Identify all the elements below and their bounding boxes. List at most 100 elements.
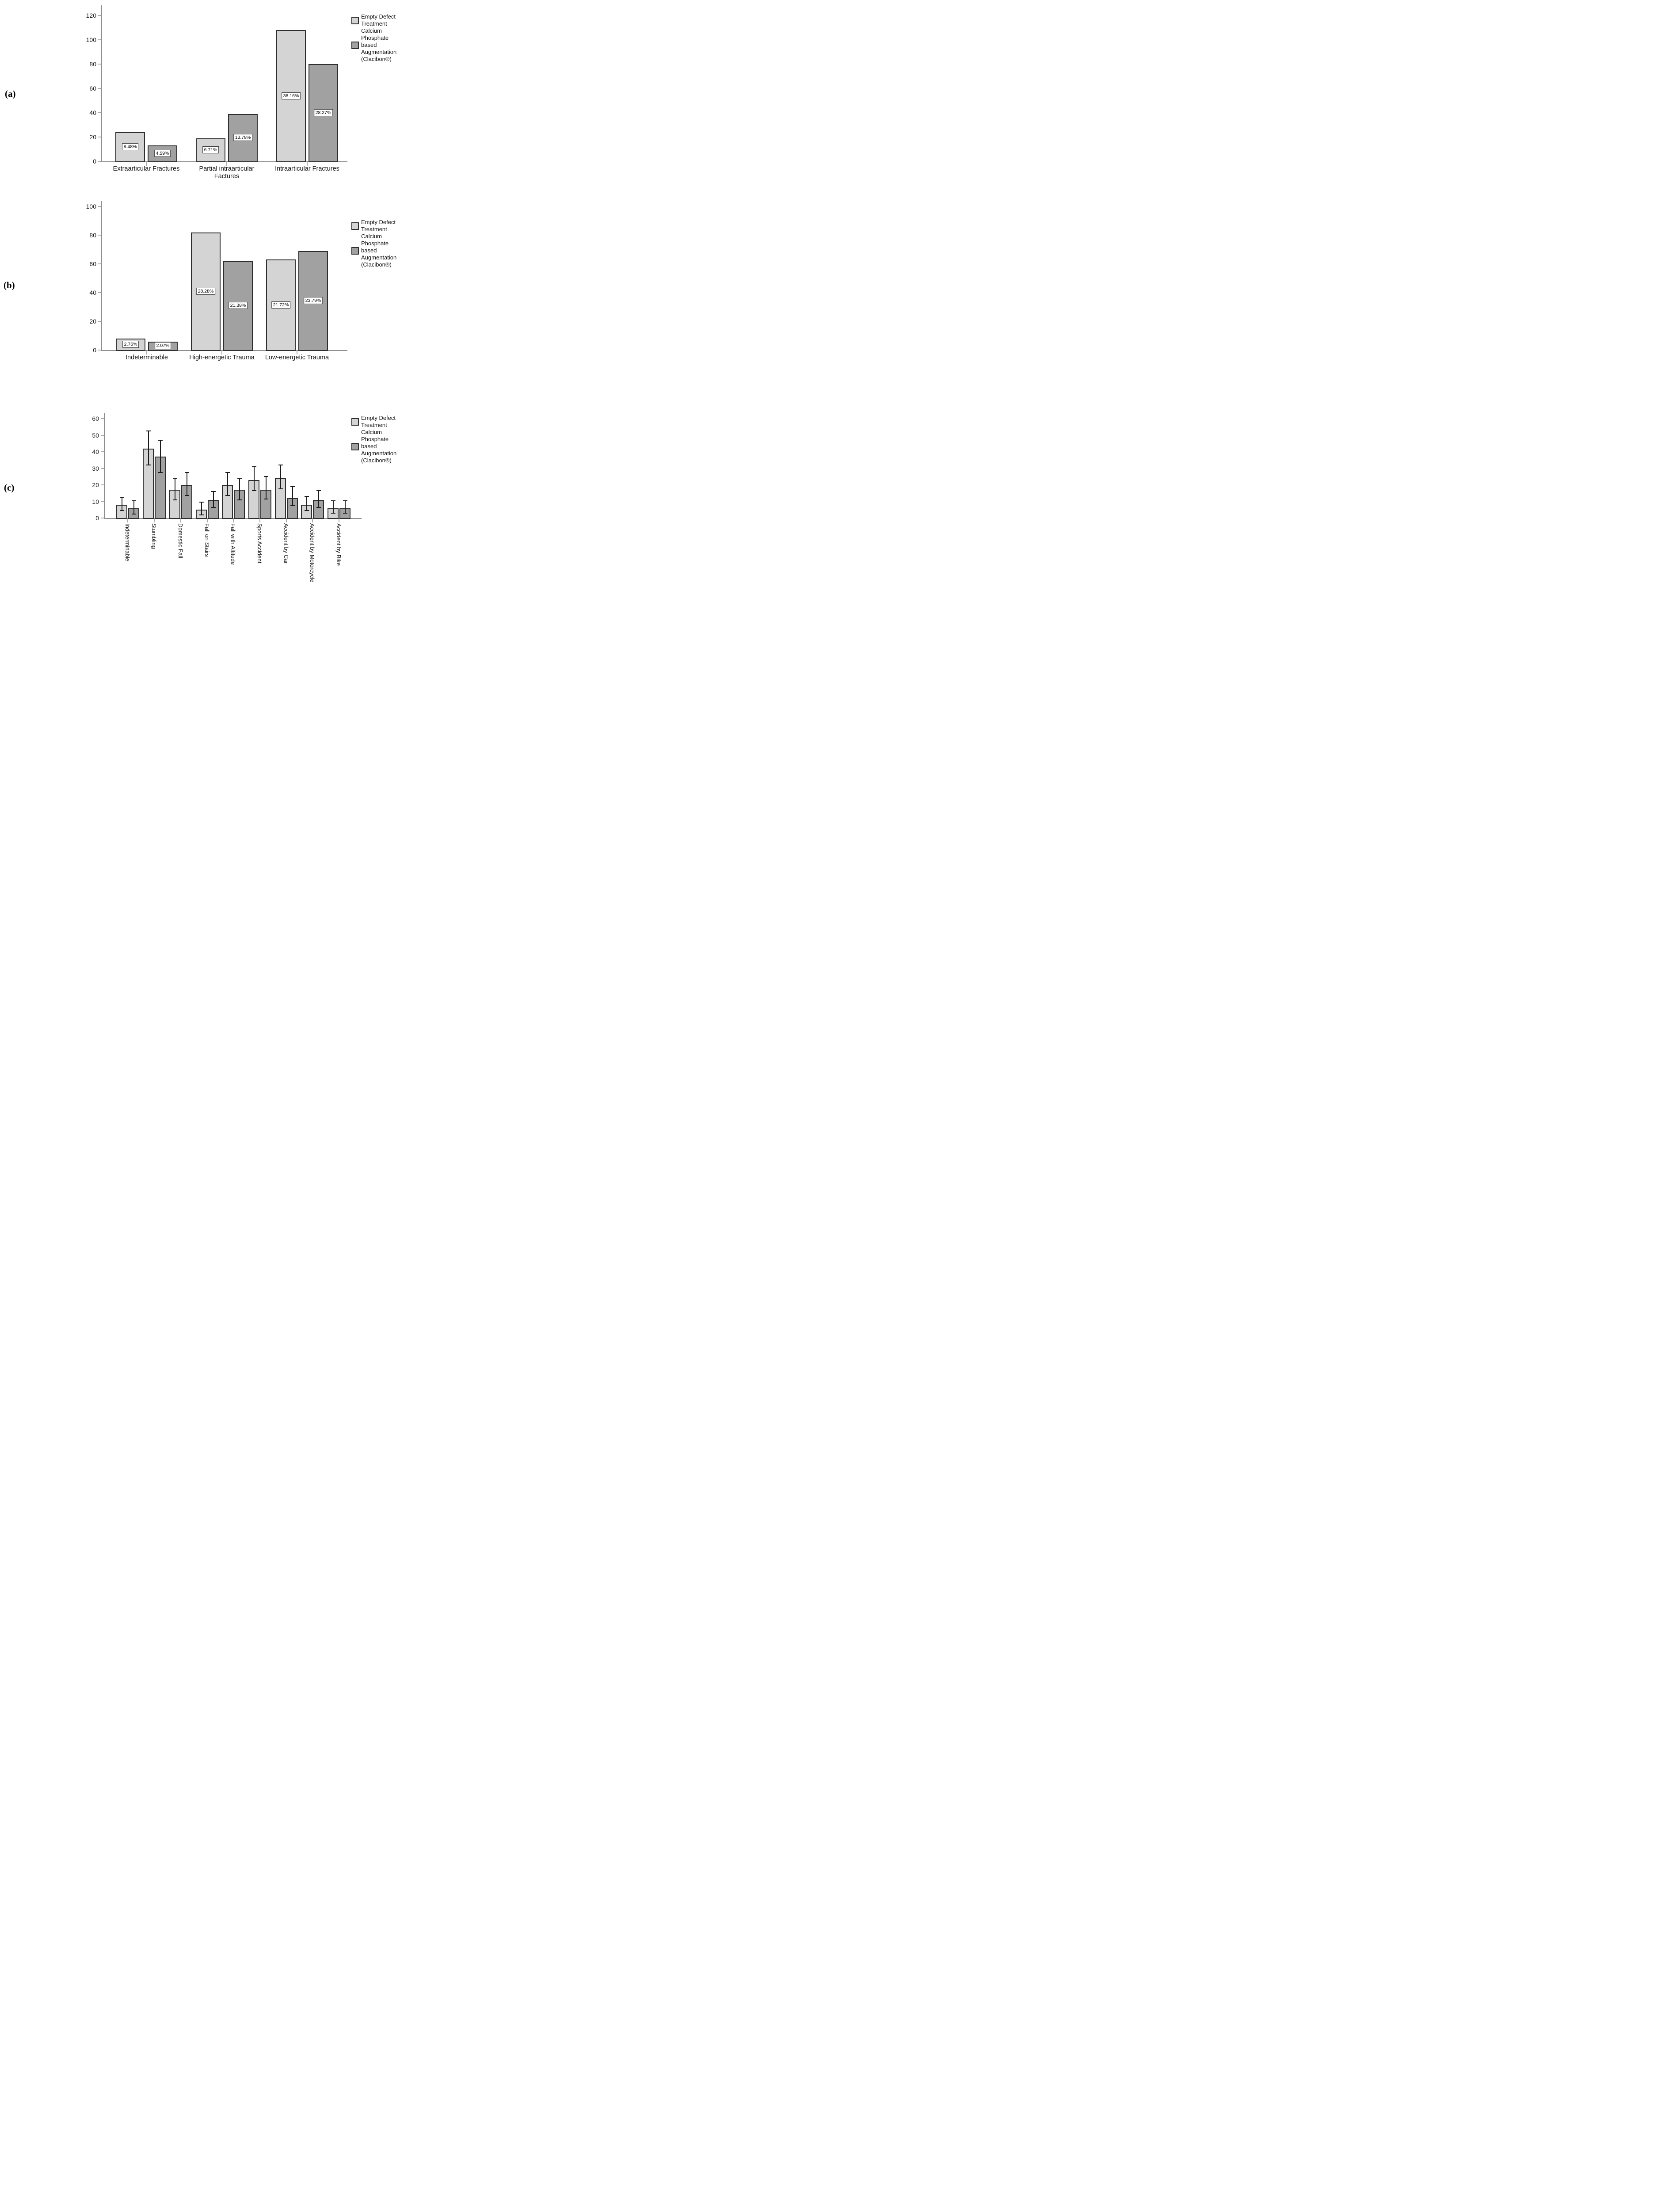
category-label: Partial intraarticular Factures [199, 165, 255, 180]
x-tick [146, 162, 147, 166]
panel-label-a: (a) [5, 88, 16, 99]
category-label: Intraarticular Fractures [275, 165, 339, 172]
error-bar-line [306, 496, 307, 511]
legend-item: Empty Defect Treatment [351, 415, 396, 429]
y-tick [98, 15, 101, 16]
y-axis [101, 5, 102, 162]
error-bar-cap-top [343, 500, 347, 501]
y-tick [98, 112, 101, 113]
value-label: 6.71% [202, 146, 219, 153]
error-bar-cap-top [131, 500, 136, 501]
x-tick [226, 162, 227, 166]
error-bar-line [160, 440, 161, 472]
legend-swatch-empty-defect [351, 16, 359, 24]
y-tick [98, 64, 101, 65]
error-bar-line [318, 491, 319, 507]
y-tick-label: 100 [86, 203, 96, 210]
y-axis [101, 201, 102, 351]
y-tick-label: 80 [89, 61, 96, 68]
category-label: Stumbling [151, 523, 157, 549]
bar [115, 132, 145, 162]
category-label: Accident by Car [283, 523, 290, 564]
error-bar-cap-bottom [290, 505, 295, 506]
y-tick-label: 20 [89, 318, 96, 325]
x-tick [180, 519, 181, 522]
legend-label: Empty Defect Treatment [361, 219, 396, 232]
value-label: 23.79% [303, 297, 323, 304]
y-tick-label: 20 [92, 481, 99, 488]
x-tick [154, 519, 155, 522]
error-bar-cap-top [119, 497, 124, 498]
legend: Empty Defect Treatment Calcium Phosphate ba… [351, 13, 396, 63]
error-bar-cap-top [304, 496, 309, 497]
legend-label: Calcium Phosphate based Augmentation (Clac… [361, 233, 397, 268]
y-tick [98, 292, 101, 293]
y-tick [98, 235, 101, 236]
error-bar-line [265, 476, 267, 499]
error-bar-cap-bottom [184, 495, 189, 496]
legend: Empty Defect Treatment Calcium Phosphate ba… [351, 219, 396, 268]
error-bar-cap-top [251, 466, 256, 467]
y-tick [98, 39, 101, 40]
value-label: 28.27% [313, 109, 333, 116]
error-bar-cap-top [184, 472, 189, 473]
legend-item: Calcium Phosphate based Augmentation (Clac… [351, 233, 396, 268]
category-label: High-energetic Trauma [189, 354, 255, 361]
error-bar-cap-bottom [278, 488, 283, 490]
error-bar-cap-top [172, 478, 177, 479]
y-tick [98, 350, 101, 351]
x-tick [221, 351, 222, 354]
error-bar-cap-top [316, 490, 321, 492]
error-bar-cap-top [225, 472, 230, 473]
y-axis [104, 413, 105, 519]
y-tick [101, 418, 104, 419]
error-bar-cap-bottom [316, 507, 321, 508]
legend-item: Empty Defect Treatment [351, 219, 396, 233]
error-bar-cap-bottom [343, 512, 347, 514]
y-tick-label: 60 [92, 415, 99, 422]
value-label: 28.28% [196, 287, 216, 295]
error-bar-cap-bottom [172, 499, 177, 500]
error-bar-line [292, 486, 293, 506]
error-bar-cap-bottom [225, 495, 230, 496]
category-label: Indeterminable [126, 354, 168, 361]
error-bar-cap-bottom [251, 490, 256, 492]
x-tick [307, 162, 308, 166]
y-tick-label: 20 [89, 133, 96, 141]
value-label: 13.78% [233, 134, 253, 141]
y-tick [101, 484, 104, 485]
error-bar-line [213, 492, 214, 507]
panel-label-b: (b) [4, 280, 15, 290]
y-tick [101, 468, 104, 469]
legend-swatch-calcium-phosphate [351, 442, 359, 450]
category-label: Fall on Stairs [204, 523, 210, 557]
legend-item: Empty Defect Treatment [351, 13, 396, 27]
value-label: 2.76% [122, 341, 139, 348]
y-tick-label: 100 [86, 36, 96, 43]
legend-item: Calcium Phosphate based Augmentation (Clac… [351, 27, 396, 63]
y-tick [98, 206, 101, 207]
y-tick-label: 30 [92, 465, 99, 472]
x-tick [259, 519, 260, 522]
y-tick [98, 263, 101, 264]
error-bar-line [239, 478, 240, 500]
error-bar-cap-bottom [119, 510, 124, 511]
value-label: 8.48% [122, 143, 139, 150]
bar [116, 505, 127, 519]
error-bar-line [280, 465, 281, 489]
legend-label: Empty Defect Treatment [361, 13, 396, 27]
bar [228, 114, 258, 162]
bar [339, 508, 350, 519]
error-bar-cap-top [331, 500, 335, 501]
y-tick-label: 0 [93, 158, 96, 165]
category-label: Accident by Bike [335, 523, 342, 566]
y-tick-label: 40 [89, 289, 96, 296]
x-tick [312, 519, 313, 522]
category-label: Fall with Altitude [230, 523, 236, 565]
y-tick [101, 434, 104, 436]
error-bar-cap-top [199, 502, 204, 503]
x-tick [207, 519, 208, 522]
bar [191, 232, 221, 351]
error-bar-line [201, 502, 202, 515]
y-tick-label: 0 [95, 514, 99, 522]
